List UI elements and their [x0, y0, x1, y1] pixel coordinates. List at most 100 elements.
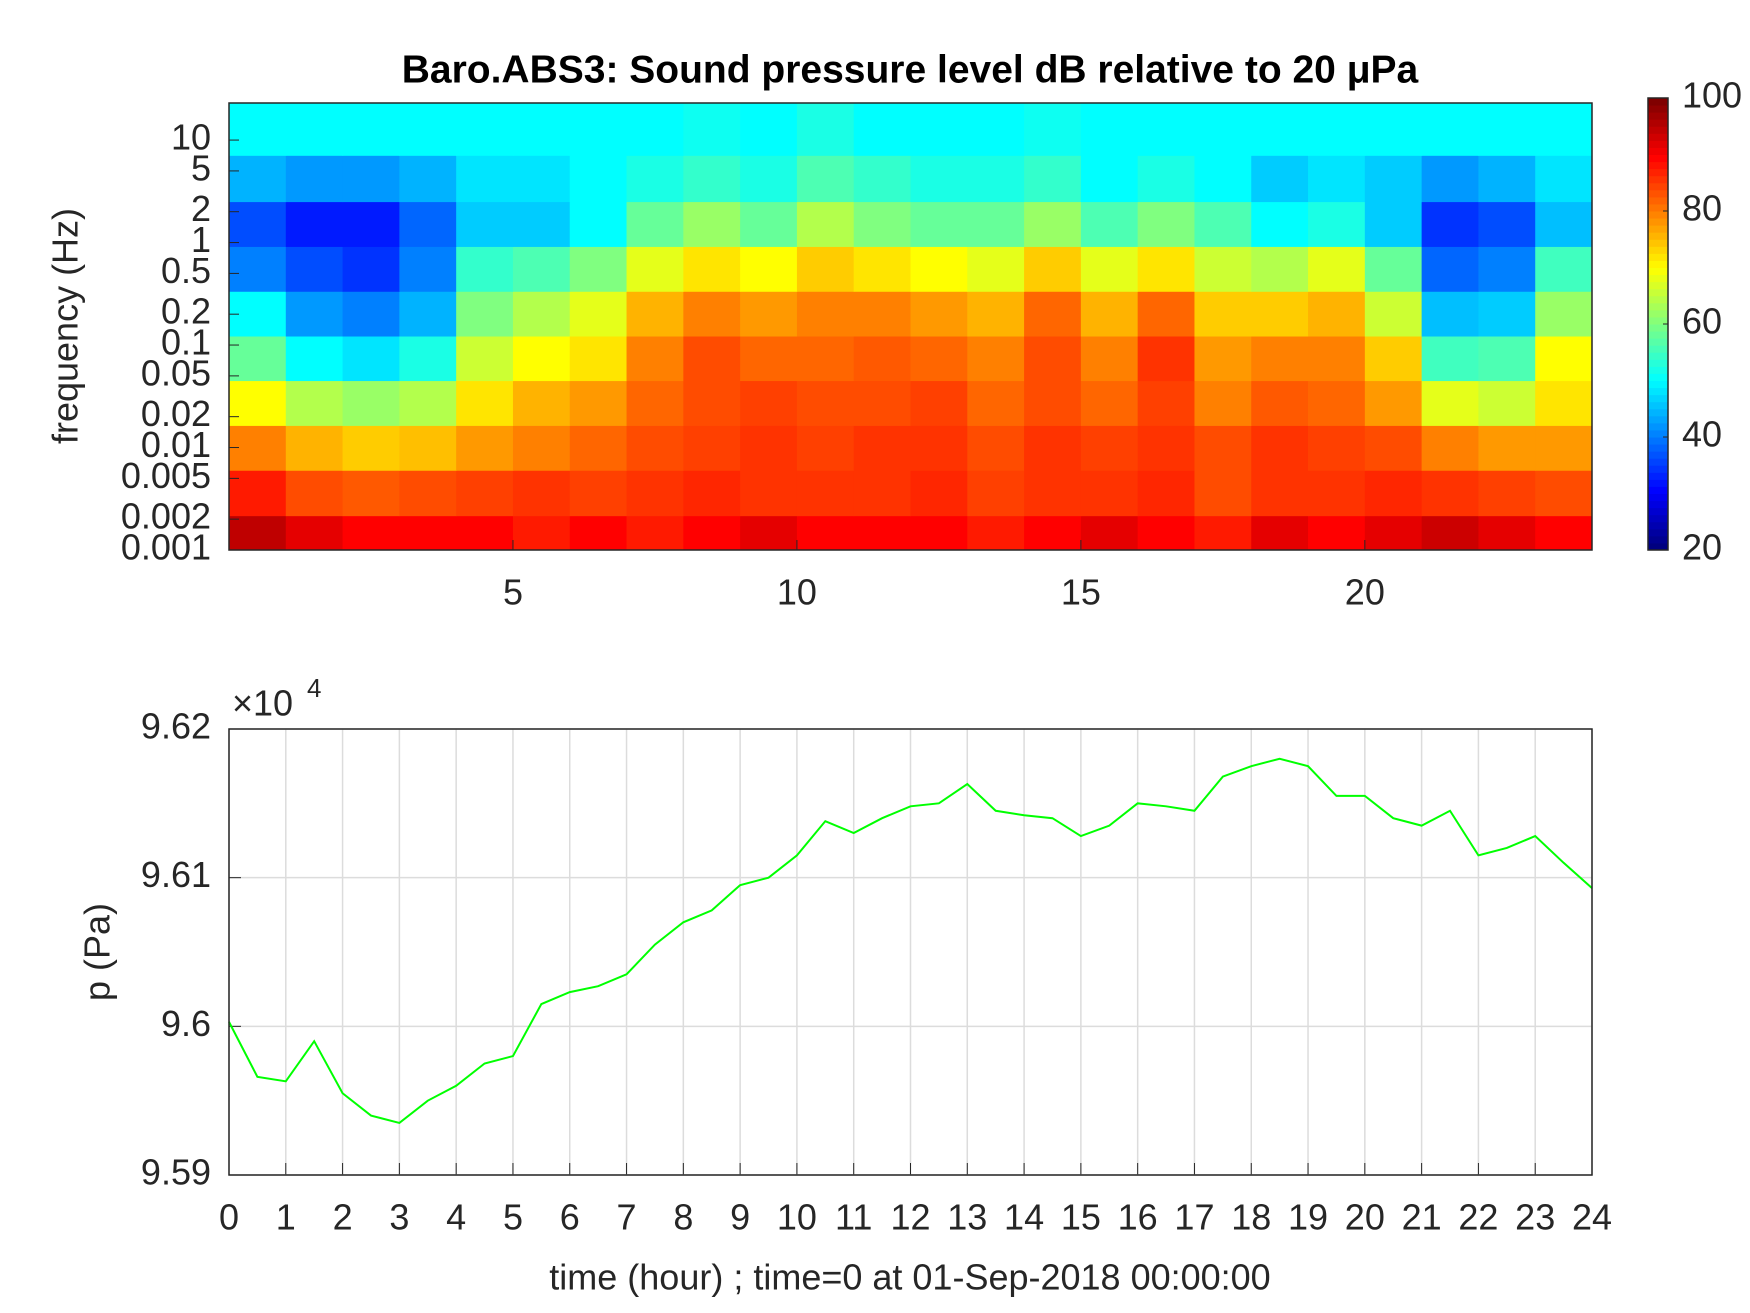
heatmap-cell: [683, 201, 741, 247]
plot-frame: [228, 728, 1593, 1176]
heatmap-cell: [399, 336, 457, 382]
colorbar-swatch: [1648, 189, 1668, 198]
heatmap-cell: [512, 246, 571, 292]
heatmap-cell: [1535, 515, 1593, 551]
heatmap-cell: [399, 380, 457, 426]
heatmap-cell: [1421, 201, 1479, 247]
heatmap-cell: [1308, 470, 1366, 517]
heatmap-cell: [285, 155, 344, 203]
heatmap-cell: [853, 380, 911, 426]
heatmap-cell: [1308, 336, 1366, 382]
heatmap-cell: [1080, 515, 1139, 551]
heatmap-cell: [1194, 103, 1252, 156]
heatmap-cell: [285, 201, 344, 247]
heatmap-cell: [285, 336, 344, 382]
heatmap-cell: [456, 515, 514, 551]
x-tick-label: 10: [777, 572, 817, 613]
heatmap-cell: [683, 336, 741, 382]
heatmap-cell: [1024, 291, 1082, 337]
y-tick-label: 0.1: [161, 322, 211, 363]
heatmap-cell: [569, 246, 628, 292]
heatmap-cell: [626, 201, 684, 247]
x-tick-label: 8: [673, 1197, 693, 1238]
heatmap-cell: [796, 291, 855, 337]
heatmap-cell: [1080, 470, 1139, 517]
heatmap-cell: [967, 155, 1025, 203]
x-tick-label: 2: [333, 1197, 353, 1238]
colorbar-tick-label: 80: [1682, 188, 1722, 229]
y-tick-label: 9.6: [161, 1003, 211, 1044]
heatmap-cell: [569, 470, 628, 517]
heatmap-cell: [853, 515, 911, 551]
heatmap-cell: [1364, 155, 1423, 203]
heatmap-cell: [285, 470, 344, 517]
y-tick-label: 0.05: [141, 352, 211, 393]
heatmap-cell: [796, 201, 855, 247]
heatmap-cell: [683, 103, 741, 156]
heatmap-cell: [1251, 425, 1309, 471]
heatmap-cell: [853, 246, 911, 292]
heatmap-cell: [740, 103, 798, 156]
heatmap-cell: [740, 246, 798, 292]
colorbar-swatch: [1648, 175, 1668, 184]
x-tick-label: 7: [617, 1197, 637, 1238]
x-tick-label: 9: [730, 1197, 750, 1238]
colorbar-tick-label: 40: [1682, 414, 1722, 455]
heatmap-cell: [456, 155, 514, 203]
y-tick-label: 2: [191, 188, 211, 229]
heatmap-cell: [229, 470, 287, 517]
heatmap-cell: [1024, 103, 1082, 156]
heatmap-cell: [1421, 291, 1479, 337]
heatmap-cell: [399, 155, 457, 203]
heatmap-cell: [342, 291, 400, 337]
heatmap-cell: [1535, 470, 1593, 517]
heatmap-cell: [683, 246, 741, 292]
colorbar-swatch: [1648, 401, 1668, 410]
colorbar-swatch: [1648, 126, 1668, 134]
heatmap-cell: [796, 246, 855, 292]
colorbar-swatch: [1648, 542, 1668, 551]
x-tick-label: 16: [1118, 1197, 1158, 1238]
heatmap-cell: [740, 336, 798, 382]
colorbar-swatch: [1648, 507, 1668, 516]
heatmap-cell: [456, 425, 514, 471]
heatmap-cell: [1478, 425, 1536, 471]
heatmap-cell: [853, 155, 911, 203]
colorbar-swatch: [1648, 366, 1668, 374]
colorbar-swatch: [1648, 380, 1668, 389]
colorbar-swatch: [1648, 316, 1668, 325]
heatmap-cell: [1137, 155, 1195, 203]
heatmap-cell: [1194, 291, 1252, 337]
x-tick-label: 6: [560, 1197, 580, 1238]
heatmap-cell: [342, 103, 400, 156]
heatmap-cell: [683, 425, 741, 471]
heatmap-cell: [1137, 201, 1195, 247]
colorbar-swatch: [1648, 239, 1668, 247]
heatmap-cell: [1194, 201, 1252, 247]
heatmap-cell: [569, 336, 628, 382]
colorbar-swatch: [1648, 338, 1668, 346]
heatmap-cell: [229, 201, 287, 247]
heatmap-cell: [456, 470, 514, 517]
x-tick-label: 15: [1061, 572, 1101, 613]
heatmap-cell: [569, 201, 628, 247]
x-tick-label: 23: [1515, 1197, 1555, 1238]
heatmap-cell: [1364, 515, 1423, 551]
x-tick-label: 0: [219, 1197, 239, 1238]
x-tick-label: 11: [835, 1197, 872, 1238]
colorbar-swatch: [1648, 98, 1668, 106]
x-tick-label: 19: [1288, 1197, 1328, 1238]
colorbar-swatch: [1648, 218, 1668, 226]
heatmap-cell: [1535, 155, 1593, 203]
heatmap-cell: [1137, 103, 1195, 156]
y-tick-label: 0.5: [161, 250, 211, 291]
heatmap-cell: [1478, 470, 1536, 517]
heatmap-cell: [512, 201, 571, 247]
heatmap-cell: [1194, 470, 1252, 517]
x-tick-label: 13: [947, 1197, 987, 1238]
heatmap-cell: [1251, 470, 1309, 517]
heatmap-cell: [740, 425, 798, 471]
heatmap-cell: [342, 155, 400, 203]
heatmap-cell: [1364, 103, 1423, 156]
y-tick-label: 9.62: [141, 706, 211, 747]
